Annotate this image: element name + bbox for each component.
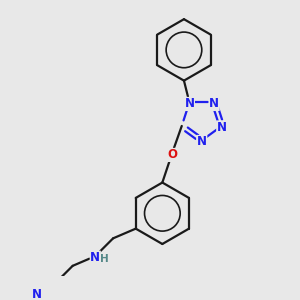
- Text: N: N: [217, 121, 227, 134]
- Text: N: N: [197, 136, 207, 148]
- Text: N: N: [32, 288, 42, 300]
- Text: N: N: [209, 98, 219, 110]
- Text: O: O: [167, 148, 177, 161]
- Text: N: N: [90, 251, 100, 264]
- Text: N: N: [184, 98, 194, 110]
- Text: H: H: [100, 254, 109, 264]
